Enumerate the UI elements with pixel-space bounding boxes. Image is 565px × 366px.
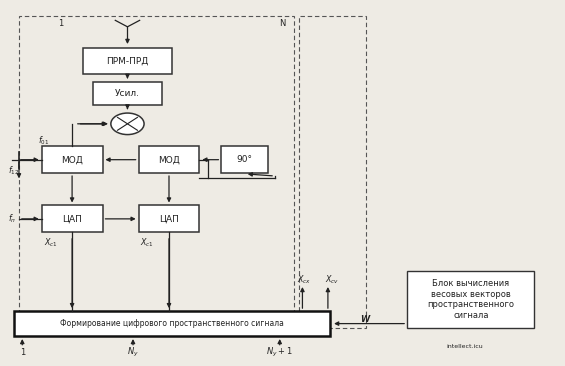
Text: $X_{cv}$: $X_{cv}$: [324, 274, 339, 286]
Text: $N_y$: $N_y$: [127, 346, 139, 359]
Text: $N_y+1$: $N_y+1$: [266, 346, 293, 359]
Text: $f_п$: $f_п$: [8, 213, 17, 225]
Text: Блок вычисления
весовых векторов
пространственного
сигнала: Блок вычисления весовых векторов простра…: [427, 279, 514, 320]
Text: intellect.icu: intellect.icu: [447, 344, 484, 349]
Text: W: W: [360, 315, 370, 324]
Text: 1: 1: [20, 348, 25, 357]
FancyBboxPatch shape: [221, 146, 268, 173]
FancyBboxPatch shape: [407, 271, 534, 328]
Text: ЦАП: ЦАП: [62, 214, 82, 223]
FancyBboxPatch shape: [14, 311, 329, 336]
Text: 90°: 90°: [237, 155, 253, 164]
FancyBboxPatch shape: [138, 146, 199, 173]
Text: $X_{c1}$: $X_{c1}$: [140, 237, 154, 249]
Circle shape: [111, 113, 144, 135]
Text: $f_{12}$: $f_{12}$: [8, 164, 20, 177]
Text: $X_{cx}$: $X_{cx}$: [297, 274, 311, 286]
Text: $f_{01}$: $f_{01}$: [38, 134, 49, 147]
FancyBboxPatch shape: [42, 146, 103, 173]
FancyBboxPatch shape: [138, 205, 199, 232]
Text: ЦАП: ЦАП: [159, 214, 179, 223]
Text: ПРМ-ПРД: ПРМ-ПРД: [106, 57, 149, 66]
Text: МОД: МОД: [158, 155, 180, 164]
Text: МОД: МОД: [61, 155, 83, 164]
FancyBboxPatch shape: [93, 82, 162, 105]
Text: Формирование цифрового пространственного сигнала: Формирование цифрового пространственного…: [60, 319, 284, 328]
Text: $X_{c1}$: $X_{c1}$: [45, 237, 58, 249]
FancyBboxPatch shape: [42, 205, 103, 232]
Text: 1: 1: [58, 19, 64, 28]
Text: N: N: [279, 19, 286, 28]
Text: Усил.: Усил.: [115, 89, 140, 98]
FancyBboxPatch shape: [83, 48, 172, 75]
